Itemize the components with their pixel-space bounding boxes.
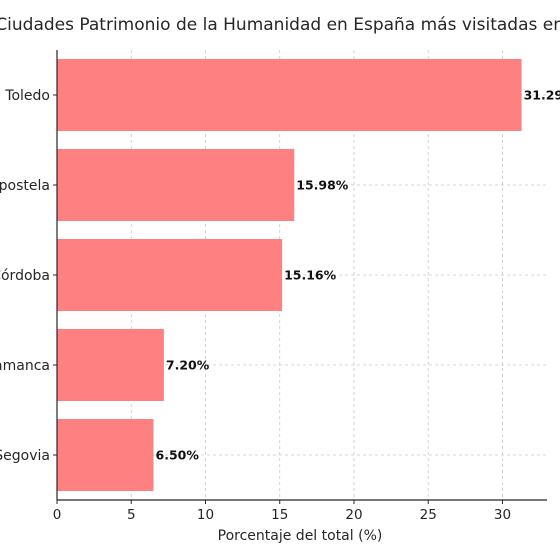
bar-4 <box>57 329 164 401</box>
bar-3 <box>57 239 283 311</box>
category-label-3: Córdoba <box>0 268 50 284</box>
bar-2 <box>57 149 295 221</box>
category-label-2: Santiago de Compostela <box>0 178 50 194</box>
x-tick-label: 10 <box>197 507 214 523</box>
category-label-1: Toledo <box>4 88 50 104</box>
x-tick-labels: 0 5 10 15 20 25 30 <box>53 94 511 523</box>
x-tick-label: 5 <box>127 507 136 523</box>
data-labels: 31.29% 15.98% 15.16% 7.20% 6.50% <box>156 88 560 463</box>
x-axis-title: Porcentaje del total (%) <box>218 528 383 544</box>
category-label-4: Salamanca <box>0 358 50 374</box>
bars <box>57 59 522 491</box>
data-label-4: 7.20% <box>166 358 210 373</box>
x-tick-label: 30 <box>494 507 511 523</box>
x-tick-label: 25 <box>420 507 437 523</box>
data-label-1: 31.29% <box>524 88 560 103</box>
bar-1 <box>57 59 522 131</box>
category-label-5: Segovia <box>0 448 50 464</box>
data-label-5: 6.50% <box>156 448 200 463</box>
x-tick-label: 15 <box>271 507 288 523</box>
category-labels: Toledo Santiago de Compostela Córdoba Salam… <box>0 88 50 464</box>
chart-title: Ciudades Patrimonio de la Humanidad en E… <box>0 15 560 35</box>
x-tick-label: 0 <box>53 507 62 523</box>
bar-5 <box>57 419 154 491</box>
x-tick-label: 20 <box>345 507 362 523</box>
data-label-2: 15.98% <box>296 178 349 193</box>
data-label-3: 15.16% <box>284 268 337 283</box>
